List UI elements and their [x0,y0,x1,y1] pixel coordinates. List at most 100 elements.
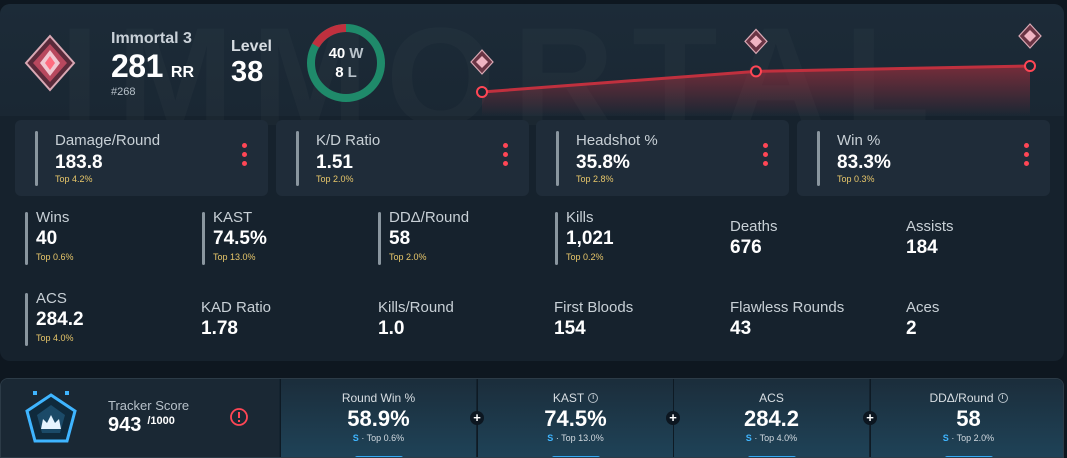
stat-value: 1.78 [201,318,238,339]
stat-tile-kd-ratio: K/D Ratio 1.51 Top 2.0% [276,120,529,196]
add-stat-icon[interactable]: + [863,411,877,425]
tile-label: K/D Ratio [316,132,381,149]
rank-badge-icon [1018,23,1042,49]
grade-badge: S [352,433,359,443]
stat-accent-bar [555,212,558,265]
cell-label: ACS [759,391,784,405]
grade-badge: S [942,433,949,443]
stat-label: Kills/Round [378,299,454,316]
stat-label: ACS [36,290,67,307]
overview-card: IMMORTAL Immortal 3 281 RR #268 Level 38… [0,4,1064,361]
more-options-icon[interactable] [242,143,248,171]
losses-count: 8 [335,64,344,81]
rr-value: 281 [111,48,163,84]
tile-percentile: Top 0.3% [837,174,875,184]
rr-history-chart [470,23,1042,116]
tile-accent-bar [296,131,299,186]
cell-label: DDΔ/Round [929,391,994,405]
stat-value: 154 [554,318,586,339]
stat-label: Deaths [730,218,778,235]
stat-tile-headshot: Headshot % 35.8% Top 2.8% [536,120,789,196]
rr-point[interactable] [1024,60,1036,72]
stat-accent-bar [25,212,28,265]
tile-accent-bar [556,131,559,186]
info-icon[interactable] [229,407,249,427]
cell-value: 58 [956,406,981,431]
stat-value: 74.5% [213,228,267,249]
cell-percentile: · Top 13.0% [555,433,604,443]
tracker-cell-kast: KAST i 74.5% S · Top 13.0% [477,379,673,457]
rank-badge-icon [470,49,494,75]
loss-arc [312,24,347,48]
rr-point[interactable] [750,65,762,78]
cell-indicator [551,456,600,457]
stat-kills-round: Kills/Round 1.0 [378,299,454,340]
tile-percentile: Top 2.0% [316,174,354,184]
more-options-icon[interactable] [503,143,509,171]
tile-percentile: Top 4.2% [55,174,93,184]
cell-label: Round Win % [341,391,416,405]
add-stat-icon[interactable]: + [666,411,680,425]
cell-percentile: · Top 0.6% [361,433,405,443]
stat-label: Kills [566,209,594,226]
cell-indicator [944,456,993,457]
rr-point[interactable] [476,86,488,98]
tile-accent-bar [817,131,820,186]
stat-tile-damage-round: Damage/Round 183.8 Top 4.2% [15,120,268,196]
stat-value: 2 [906,318,917,339]
info-icon[interactable]: i [997,393,1008,403]
stat-assists: Assists 184 [906,218,954,259]
wins-suffix: W [349,45,364,62]
tile-value: 83.3% [837,152,891,173]
more-options-icon[interactable] [1024,143,1030,171]
stat-flawless-rounds: Flawless Rounds 43 [730,299,844,340]
stat-value: 40 [36,228,58,249]
stat-value: 676 [730,237,762,258]
rank-badge-icon [744,28,768,55]
add-stat-icon[interactable]: + [470,411,484,425]
cell-value: 74.5% [544,406,607,431]
tracker-cell-dd-round: DDΔ/Round i 58 S · Top 2.0% [870,379,1063,457]
cell-percentile: · Top 2.0% [951,433,995,443]
stat-first-bloods: First Bloods 154 [554,299,633,340]
stat-percentile: Top 4.0% [36,333,74,343]
tracker-score-label: Tracker Score [108,398,190,413]
win-loss-ring [307,24,385,102]
stat-label: Wins [36,209,70,226]
tile-value: 35.8% [576,152,630,173]
tile-accent-bar [35,131,38,186]
cell-indicator [354,456,403,457]
tile-label: Win % [837,132,881,149]
tracker-logo-icon [25,391,77,443]
cell-label: KAST [552,391,585,405]
tile-percentile: Top 2.8% [576,174,614,184]
stat-value: 284.2 [36,309,84,330]
info-icon[interactable]: i [588,393,599,403]
stat-value: 184 [906,237,938,258]
stat-aces: Aces 2 [906,299,939,340]
losses-suffix: L [347,64,357,81]
tracker-score-summary: Tracker Score 943 /1000 [1,379,279,457]
grade-badge: S [547,433,554,443]
stat-accent-bar [25,293,28,346]
stat-label: KAD Ratio [201,299,272,316]
cell-value: 284.2 [743,406,800,431]
immortal-rank-icon [24,34,76,92]
cell-indicator [747,456,796,457]
stat-value: 1.0 [378,318,405,339]
rank-header: IMMORTAL Immortal 3 281 RR #268 Level 38… [0,4,1064,116]
stat-percentile: Top 13.0% [213,252,256,262]
stat-label: Aces [906,299,940,316]
tracker-score-value: 943 /1000 [108,414,175,437]
rank-name: Immortal 3 [111,30,192,47]
tile-value: 1.51 [316,152,353,173]
stat-percentile: Top 0.6% [36,252,74,262]
level-value: 38 [231,56,264,88]
more-options-icon[interactable] [763,143,769,171]
rank-rating: 281 RR [111,48,194,85]
tracker-score-bar: Tracker Score 943 /1000 Round Win % 58.9… [0,378,1064,458]
tile-value: 183.8 [55,152,103,173]
stat-label: Assists [906,218,954,235]
tile-label: Damage/Round [55,132,161,149]
